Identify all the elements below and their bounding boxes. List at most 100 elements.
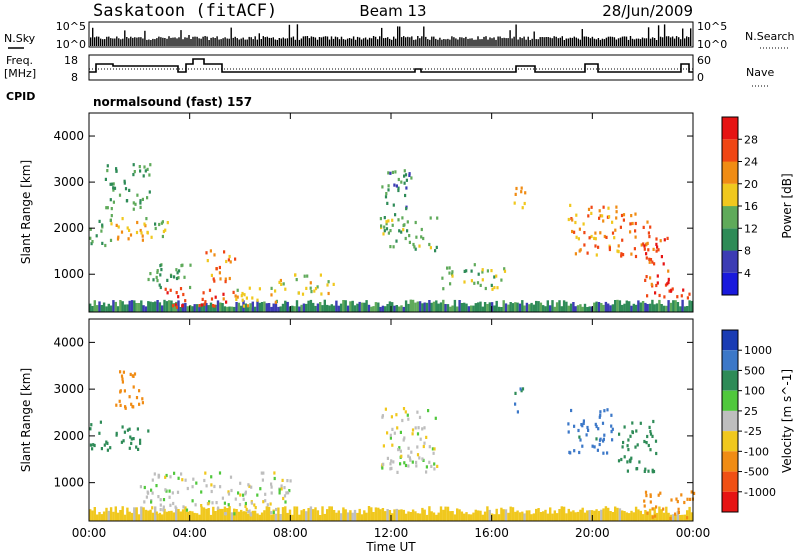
heatmap-cell [646,294,649,298]
heatmap-cell [284,506,287,521]
sky-noise-bar [471,38,473,46]
heatmap-cell [595,253,598,257]
heatmap-cell [100,514,103,521]
search-right-label: N.Search [745,30,795,43]
heatmap-cell [142,507,145,521]
heatmap-cell [451,272,454,276]
sky-noise-bar [669,37,672,46]
heatmap-cell [126,304,129,312]
heatmap-cell [158,512,162,521]
sky-noise-bar [563,40,565,46]
heatmap-cell [385,222,388,226]
heatmap-cell [162,505,165,509]
heatmap-cell [470,305,473,312]
heatmap-cell [416,453,420,457]
heatmap-cell [319,273,322,277]
heatmap-cell [192,477,195,481]
heatmap-cell [682,288,685,292]
x-tick-label: 20:00 [575,526,610,540]
heatmap-cell [159,273,162,277]
heatmap-cell [176,271,179,275]
heatmap-cell [159,498,162,502]
heatmap-cell [649,493,652,497]
heatmap-cell [647,231,650,235]
heatmap-cell [406,220,409,224]
heatmap-cell [182,505,185,509]
sky-noise-bar [294,39,297,46]
sky-noise-bar [629,36,632,46]
heatmap-cell [654,291,657,295]
heatmap-cell [121,217,124,221]
heatmap-cell [590,234,593,239]
sky-noise-bar [637,38,640,46]
heatmap-cell [223,306,227,312]
heatmap-cell [652,247,655,251]
heatmap-cell [614,506,617,521]
heatmap-cell [250,485,253,489]
heatmap-cell [269,511,273,515]
sky-noise-bar [539,37,541,46]
heatmap-cell [146,231,149,235]
heatmap-cell [245,296,248,300]
sky-noise-bar [377,39,379,46]
heatmap-cell [418,513,422,521]
heatmap-cell [260,512,264,521]
heatmap-cell [523,305,526,312]
heatmap-cell [169,288,172,292]
y-tick-label: 2000 [53,221,84,235]
sky-noise-bar [655,40,658,46]
sky-noise-bar [268,37,270,46]
heatmap-cell [389,171,392,175]
heatmap-cell [213,279,216,283]
heatmap-cell [278,488,281,492]
heatmap-cell [569,303,573,312]
heatmap-cell [129,435,132,439]
heatmap-cell [514,192,517,196]
heatmap-cell [486,506,489,521]
heatmap-cell [219,508,222,521]
heatmap-cell [143,165,146,169]
heatmap-cell [405,186,408,190]
heatmap-cell [267,506,271,521]
sky-noise-bar [98,36,100,46]
heatmap-cell [596,448,599,452]
heatmap-cell [404,173,408,177]
sky-noise-bar [617,38,620,46]
heatmap-cell [425,470,428,474]
heatmap-cell [133,372,137,376]
heatmap-cell [253,510,257,521]
heatmap-cell [416,432,420,436]
heatmap-cell [619,225,622,229]
heatmap-cell [204,300,207,304]
heatmap-cell [434,249,437,253]
heatmap-cell [630,456,633,460]
sky-noise-trace [90,24,692,46]
heatmap-cell [594,231,597,235]
heatmap-cell [398,446,401,450]
sky-noise-bar [581,29,583,46]
sky-noise-bar [467,38,469,46]
heatmap-cell [654,514,657,518]
heatmap-cell [205,484,208,488]
heatmap-cell [91,447,94,451]
heatmap-cell [135,396,139,400]
sky-noise-bar [553,36,555,46]
sky-noise-bar [690,28,692,46]
heatmap-cell [244,511,247,521]
heatmap-cell [665,506,668,521]
heatmap-cell [202,507,206,521]
heatmap-cell [587,214,590,218]
heatmap-cell [405,178,408,182]
colorbar-tick-label: 12 [744,222,758,235]
heatmap-cell [423,509,426,521]
heatmap-cell [470,279,473,283]
heatmap-cell [615,205,618,209]
sky-noise-bar [144,30,146,46]
heatmap-cell [448,266,451,270]
heatmap-cell [310,290,313,294]
heatmap-cell [332,282,335,286]
heatmap-cell [132,437,135,441]
sky-noise-bar [134,37,136,46]
heatmap-cell [246,304,249,308]
sky-noise-bar [643,38,646,46]
